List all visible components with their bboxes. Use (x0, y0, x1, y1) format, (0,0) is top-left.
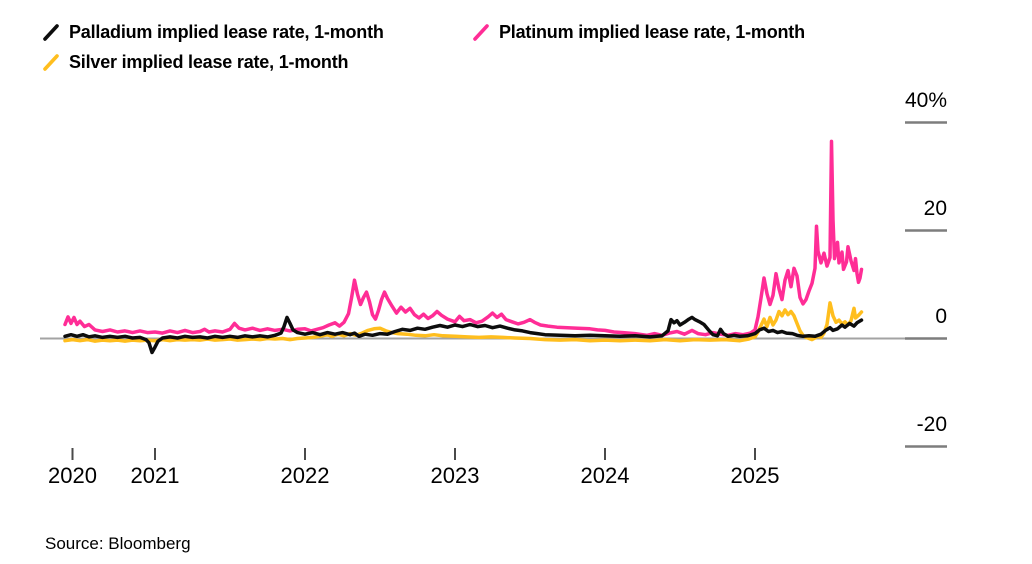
y-axis-label-40: 40% (904, 88, 947, 112)
legend-item-silver: Silver implied lease rate, 1-month (42, 52, 349, 73)
palladium-series-line (63, 315, 864, 355)
x-axis-label-2025: 2025 (730, 463, 780, 488)
x-axis-label-2023: 2023 (430, 463, 480, 488)
x-axis-label-2024: 2024 (580, 463, 630, 488)
platinum-series-line (63, 139, 864, 338)
x-axis-label-2021: 2021 (130, 463, 180, 488)
silver-line-icon (43, 54, 59, 71)
legend-item-palladium: Palladium implied lease rate, 1-month (42, 22, 384, 43)
x-axis-label-2022: 2022 (280, 463, 330, 488)
y-axis-label-neg20: -20 (916, 412, 947, 436)
platinum-line-icon (473, 24, 489, 41)
legend-label-platinum: Platinum implied lease rate, 1-month (499, 22, 805, 42)
legend-label-palladium: Palladium implied lease rate, 1-month (69, 22, 384, 42)
y-axis-label-20: 20 (923, 196, 947, 220)
silver-series-line (63, 301, 864, 343)
palladium-line-icon (43, 24, 59, 41)
legend-label-silver: Silver implied lease rate, 1-month (69, 52, 349, 72)
x-axis-label-2020: 2020 (48, 463, 97, 488)
y-axis-label-0: 0 (935, 304, 947, 328)
source-note: Source: Bloomberg (45, 534, 191, 553)
legend-item-platinum: Platinum implied lease rate, 1-month (472, 22, 805, 43)
